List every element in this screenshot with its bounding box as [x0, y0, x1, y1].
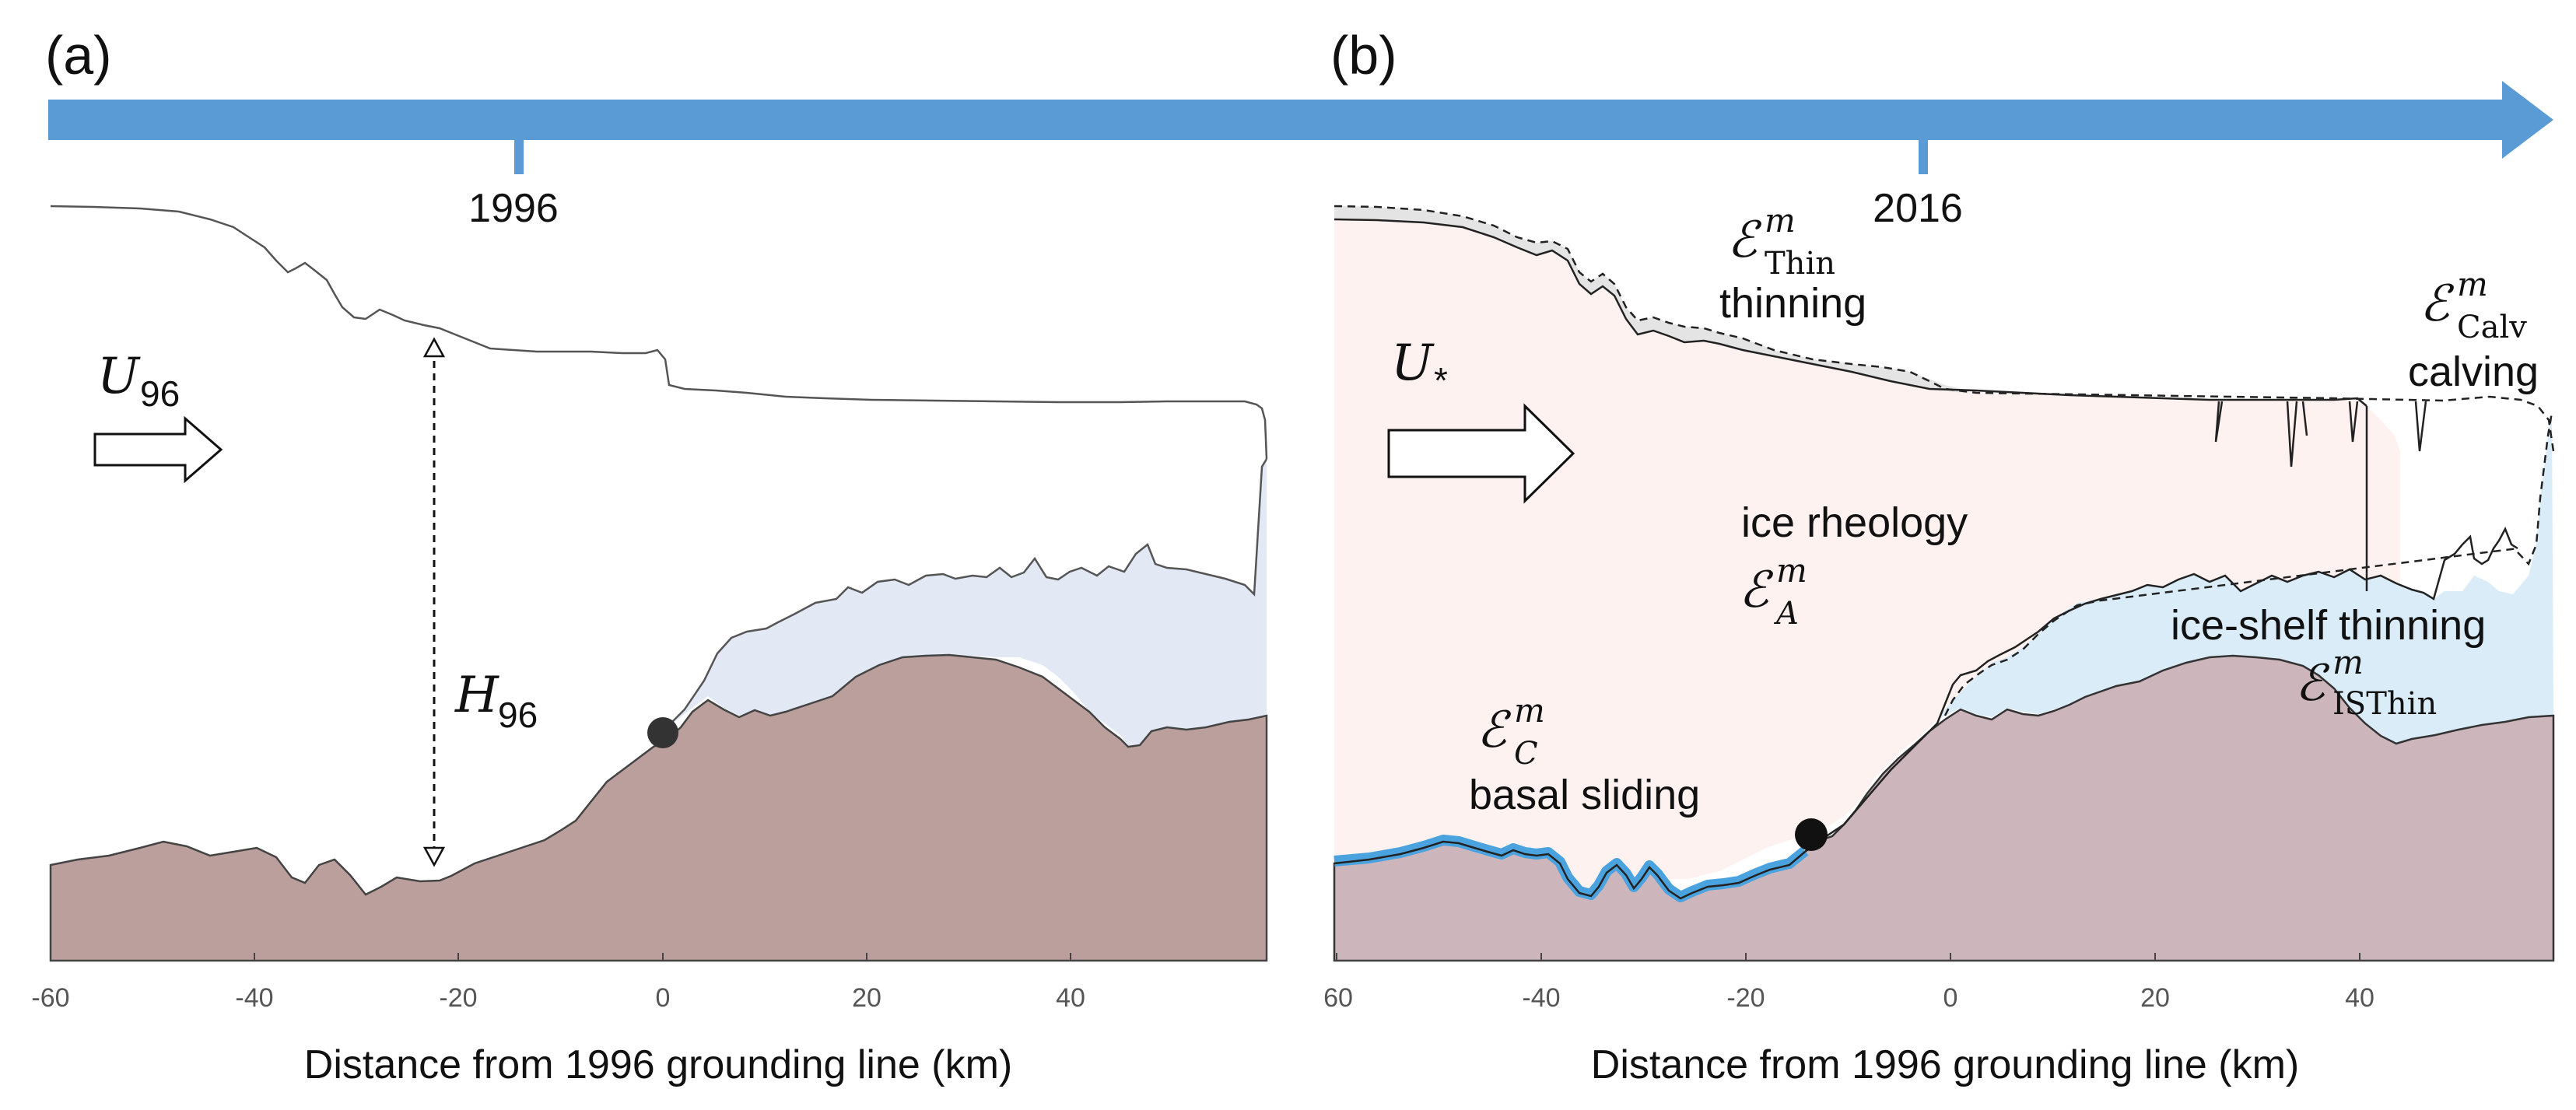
panel-a-ice-shelf: [663, 459, 1267, 745]
timeline-tick-1996: [514, 138, 524, 174]
rheology-text: ice rheology: [1741, 499, 1968, 546]
panel-b-velocity-label: U: [1391, 334, 1435, 392]
timeline-label-1996: 1996: [468, 186, 559, 231]
panel-b-thinning-band: [1334, 206, 1968, 394]
timeline-tick-2016: [1919, 138, 1928, 174]
panel-b-xtick-label: 0: [1943, 983, 1958, 1013]
iceshelf-sub: ISThin: [2332, 686, 2437, 722]
panel-a-thickness-label: H: [454, 667, 499, 724]
panel-a-x-ticks: [50, 953, 1071, 961]
thinning-sub: Thin: [1765, 246, 1835, 282]
panel-b-crevasses: [2214, 401, 2427, 467]
panel-a-shelf-base-line: [662, 458, 1268, 732]
annotation-iceshelf-thinning: ice-shelf thinning ℰ m ISThin: [2171, 602, 2486, 722]
panel-a-velocity-sub: 96: [140, 373, 180, 414]
calving-symbol: ℰ: [2420, 275, 2455, 333]
panel-b-ice-body: [1334, 219, 2400, 891]
panel-b-xlabel: Distance from 1996 grounding line (km): [1591, 1042, 2299, 1087]
basal-sub: C: [1514, 736, 1538, 772]
iceshelf-sup: m: [2332, 643, 2364, 681]
rheology-symbol: ℰ: [1739, 562, 1774, 619]
panel-a-thickness-arrow-top: [422, 337, 446, 358]
panel-a: U 96 H 96 -60 -40 -20 0 20 40 Distance f…: [31, 205, 1268, 1087]
iceshelf-symbol: ℰ: [2295, 655, 2330, 713]
panel-a-xtick-label: -40: [235, 983, 273, 1013]
panel-b-ice-surface: [1334, 218, 2367, 407]
panel-b-tag: (b): [1330, 25, 1397, 86]
panel-b: U * ℰ m Thin thinning ℰ m Calv calving i…: [1323, 201, 2555, 1087]
panel-b-xtick-label: 40: [2345, 983, 2374, 1013]
annotation-thinning: ℰ m Thin thinning: [1719, 201, 1866, 327]
panel-a-xtick-label: 20: [852, 983, 881, 1013]
panel-a-ice-surface: [50, 205, 1268, 460]
basal-symbol: ℰ: [1477, 702, 1512, 759]
panel-a-xtick-label: 0: [656, 983, 671, 1013]
rheology-sup: m: [1776, 551, 1807, 590]
timeline-arrowhead: [2502, 81, 2553, 159]
panel-b-bed-line-overlay: [1334, 840, 1806, 900]
panel-b-velocity-arrow: [1387, 403, 1575, 504]
panel-b-xtick-label: -40: [1522, 983, 1560, 1013]
rheology-sub: A: [1773, 596, 1799, 632]
basal-sup: m: [1514, 692, 1545, 730]
panel-a-velocity-label: U: [97, 348, 141, 405]
panel-b-shelf-base-line: [1804, 527, 2518, 853]
calving-sup: m: [2457, 265, 2488, 303]
panel-b-xtick-label: 20: [2140, 983, 2170, 1013]
timeline-bar: [48, 100, 2507, 140]
thinning-symbol: ℰ: [1727, 212, 1762, 269]
calving-text: calving: [2408, 348, 2539, 395]
timeline-label-2016: 2016: [1873, 186, 1963, 231]
calving-sub: Calv: [2457, 310, 2527, 345]
panel-a-xtick-label: -60: [31, 983, 69, 1013]
panel-b-ice-surface-dashed: [1334, 205, 2555, 452]
panel-b-shelf-base-dashed: [1943, 411, 2553, 716]
panel-b-ice-shelf: [1937, 412, 2553, 743]
timeline: 1996 2016: [48, 81, 2553, 231]
panel-b-xtick-label: -20: [1726, 983, 1765, 1013]
panel-a-tag: (a): [45, 25, 112, 86]
panel-a-thickness-arrow-bottom: [422, 846, 446, 867]
iceshelf-text: ice-shelf thinning: [2171, 602, 2486, 649]
panel-b-velocity-sub: *: [1434, 360, 1448, 401]
annotation-rheology: ice rheology ℰ m A: [1739, 499, 1968, 632]
annotation-calving: ℰ m Calv calving: [2408, 265, 2539, 395]
thinning-text: thinning: [1719, 280, 1866, 327]
panel-a-xlabel: Distance from 1996 grounding line (km): [304, 1042, 1012, 1087]
panel-a-xtick-label: 40: [1056, 983, 1085, 1013]
panel-b-x-ticks: [1336, 953, 2360, 961]
thinning-sup: m: [1765, 201, 1796, 240]
panel-b-xtick-label: 60: [1323, 983, 1353, 1013]
panel-a-thickness-sub: 96: [498, 695, 538, 735]
panel-a-velocity-arrow: [93, 415, 223, 484]
panel-a-grounding-line-marker: [647, 717, 678, 748]
panel-b-grounding-line-marker: [1795, 818, 1828, 851]
panel-a-xtick-label: -20: [439, 983, 477, 1013]
panel-a-bedrock: [49, 653, 1268, 962]
basal-text: basal sliding: [1469, 772, 1700, 818]
annotation-basal-sliding: ℰ m C basal sliding: [1469, 692, 1700, 818]
